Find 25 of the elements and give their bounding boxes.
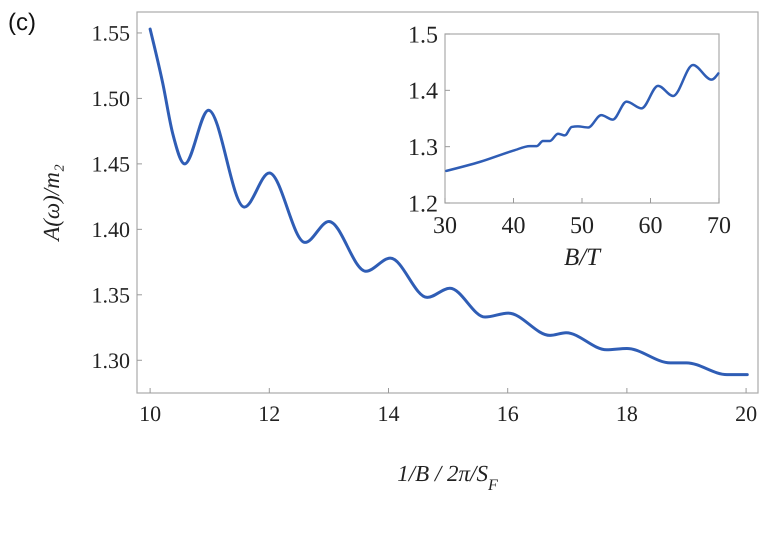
y-tick-label: 1.5	[408, 22, 438, 48]
x-tick-label: 16	[496, 401, 519, 426]
y-tick-label: 1.3	[408, 135, 438, 162]
y-tick-label: 1.35	[92, 282, 130, 308]
x-tick-label: 12	[258, 401, 280, 426]
y-tick-label: 1.45	[92, 152, 130, 177]
y-tick-label: 1.55	[92, 20, 130, 46]
x-axis-title: B/T	[564, 244, 602, 271]
x-tick-label: 20	[735, 401, 758, 426]
y-axis-title: A(ω)/m₂	[39, 164, 64, 243]
x-tick-label: 60	[638, 213, 662, 239]
chart-title: (c)	[8, 9, 36, 36]
x-tick-label: 40	[502, 213, 526, 239]
y-tick-label: 1.50	[92, 86, 130, 112]
y-tick-label: 1.4	[408, 78, 438, 105]
x-tick-label: 50	[570, 213, 594, 239]
x-tick-label: 10	[139, 401, 162, 426]
y-tick-label: 1.40	[92, 217, 130, 242]
y-tick-label: 1.30	[92, 348, 130, 373]
x-tick-label: 70	[707, 213, 731, 239]
x-tick-label: 14	[378, 401, 400, 426]
x-tick-label: 18	[616, 401, 638, 426]
line-series	[445, 64, 720, 172]
line-series	[148, 28, 749, 376]
x-axis-title: 1/B / 2π/S$_{F}$	[397, 461, 498, 494]
